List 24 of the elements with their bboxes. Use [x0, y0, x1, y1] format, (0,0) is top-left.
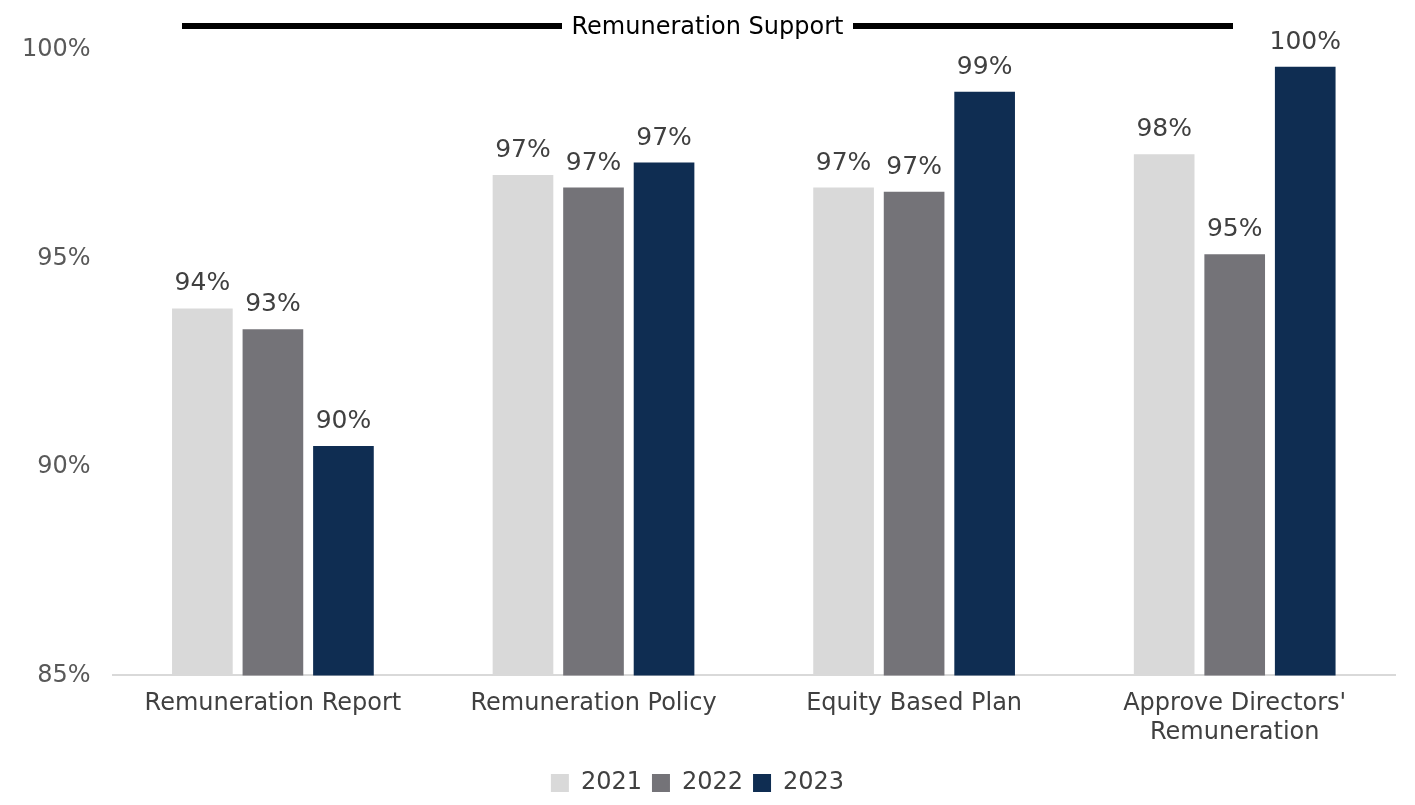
- data-label: 97%: [815, 146, 872, 176]
- y-tick-label: 85%: [37, 659, 91, 688]
- legend-label: 2023: [783, 767, 845, 796]
- data-label: 95%: [1206, 213, 1263, 243]
- data-label: 98%: [1136, 113, 1192, 143]
- x-tick-label: Remuneration Report: [144, 688, 402, 717]
- data-label: 97%: [886, 150, 942, 180]
- data-label: 100%: [1269, 25, 1341, 55]
- data-label: 97%: [495, 134, 551, 164]
- data-label: 93%: [245, 288, 301, 318]
- data-label: 90%: [315, 405, 372, 435]
- data-label: 94%: [174, 267, 231, 297]
- x-tick-label: Remuneration Policy: [470, 688, 717, 717]
- x-tick-label: Approve Directors' Remuneration: [1123, 688, 1347, 745]
- y-tick-label: 95%: [37, 242, 91, 271]
- chart-title: Remuneration Support: [570, 12, 845, 40]
- y-tick-label: 100%: [21, 34, 91, 63]
- y-tick-label: 90%: [37, 451, 91, 480]
- data-label: 97%: [636, 121, 692, 151]
- data-label: 97%: [565, 146, 622, 176]
- data-label: 99%: [956, 50, 1013, 80]
- x-tick-label: Equity Based Plan: [806, 688, 1023, 717]
- legend-label: 2022: [681, 767, 744, 796]
- legend-label: 2021: [580, 767, 642, 796]
